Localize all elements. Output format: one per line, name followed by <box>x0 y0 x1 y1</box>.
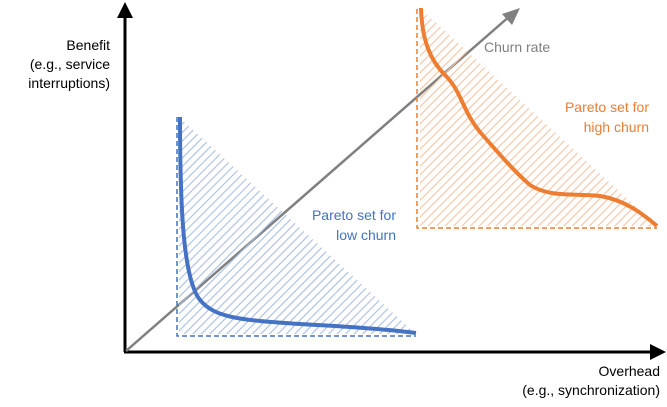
churn-axis-arrowhead <box>502 8 520 25</box>
low-churn-dashed-bounds <box>176 117 416 337</box>
y-axis-arrowhead <box>117 2 133 18</box>
low-churn-pareto <box>176 116 417 337</box>
high-churn-pareto <box>416 7 659 229</box>
low-churn-hatched-area <box>179 117 416 334</box>
y-axis-label-line3: interruptions) <box>28 75 110 91</box>
high-churn-label-line1: Pareto set for <box>565 99 649 115</box>
high-churn-pareto-curve <box>419 7 659 228</box>
churn-rate-label: Churn rate <box>484 39 550 55</box>
high-churn-dashed-bounds <box>416 9 657 229</box>
x-axis-label-line1: Overhead <box>599 363 660 379</box>
y-axis-label-line2: (e.g., service <box>30 56 110 72</box>
low-churn-label-line2: low churn <box>336 227 396 243</box>
y-axis-label-line1: Benefit <box>66 37 110 53</box>
low-churn-label-line1: Pareto set for <box>312 207 396 223</box>
x-axis-arrowhead <box>650 344 666 360</box>
high-churn-label-line2: high churn <box>584 119 649 135</box>
low-churn-pareto-curve <box>178 116 417 335</box>
axes <box>117 2 666 360</box>
high-churn-hatched-area <box>420 8 657 226</box>
x-axis-label-line2: (e.g., synchronization) <box>522 382 660 398</box>
